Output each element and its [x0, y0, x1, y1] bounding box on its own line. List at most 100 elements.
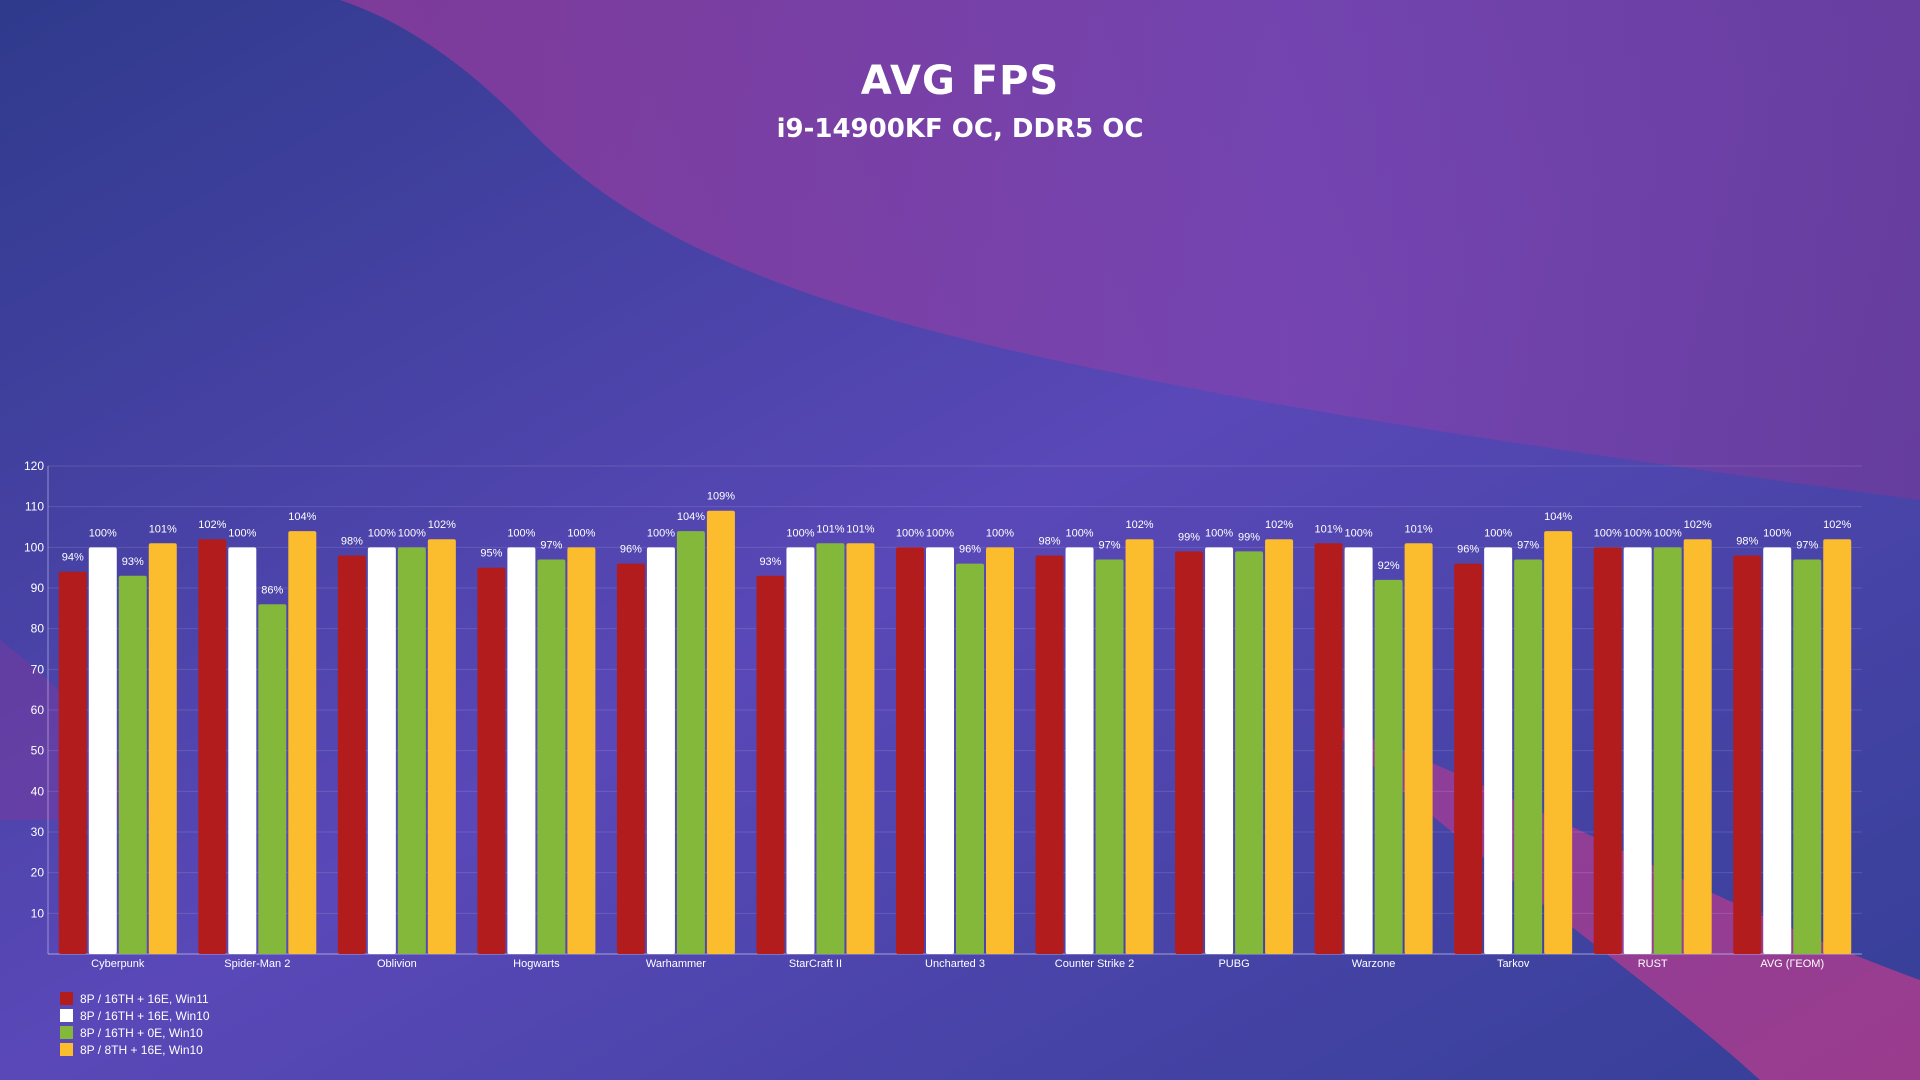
data-label: 100% — [228, 527, 256, 539]
bar — [676, 531, 705, 954]
data-label: 101% — [1315, 523, 1343, 535]
bar — [1793, 559, 1822, 954]
data-label: 98% — [1736, 535, 1758, 547]
bar — [537, 559, 566, 954]
data-label: 100% — [1763, 527, 1791, 539]
data-label: 93% — [759, 556, 781, 568]
legend-label: 8P / 8TH + 16E, Win10 — [80, 1042, 203, 1057]
data-label: 101% — [816, 523, 844, 535]
bar — [846, 543, 875, 954]
data-label: 99% — [1178, 531, 1200, 543]
y-tick-label: 120 — [24, 459, 44, 473]
bar — [1763, 547, 1792, 954]
legend: 8P / 16TH + 16E, Win11 8P / 16TH + 16E, … — [60, 990, 210, 1058]
bar — [1035, 555, 1064, 954]
legend-item: 8P / 16TH + 0E, Win10 — [60, 1024, 210, 1041]
data-label: 100% — [986, 527, 1014, 539]
data-label: 100% — [786, 527, 814, 539]
data-label: 100% — [567, 527, 595, 539]
bar — [397, 547, 426, 954]
bar — [118, 575, 147, 954]
data-label: 109% — [707, 491, 735, 503]
legend-label: 8P / 16TH + 0E, Win10 — [80, 1025, 203, 1040]
data-label: 93% — [122, 556, 144, 568]
x-tick-label: Oblivion — [377, 958, 417, 970]
data-label: 95% — [480, 548, 502, 560]
bar — [288, 531, 317, 954]
data-label: 100% — [1484, 527, 1512, 539]
bar — [986, 547, 1014, 954]
data-label: 96% — [620, 544, 642, 556]
data-label: 98% — [1039, 535, 1061, 547]
bar — [367, 547, 396, 954]
data-label: 92% — [1378, 560, 1400, 572]
data-label: 102% — [1265, 519, 1293, 531]
data-label: 100% — [1205, 527, 1233, 539]
bar — [258, 604, 287, 954]
x-tick-label: PUBG — [1218, 958, 1249, 970]
data-label: 100% — [1654, 527, 1682, 539]
data-label: 100% — [926, 527, 954, 539]
bar — [148, 543, 177, 954]
bar — [1404, 543, 1433, 954]
x-tick-label: Hogwarts — [513, 958, 560, 970]
data-label: 94% — [62, 552, 84, 564]
data-label: 101% — [1405, 523, 1433, 535]
x-tick-label: Uncharted 3 — [925, 958, 985, 970]
data-label: 100% — [1065, 527, 1093, 539]
bar — [337, 555, 366, 954]
data-label: 102% — [1125, 519, 1153, 531]
bar — [706, 510, 735, 954]
bar — [1623, 547, 1652, 954]
data-label: 104% — [677, 511, 705, 523]
bar — [926, 547, 954, 954]
bar — [786, 547, 815, 954]
data-label: 104% — [1544, 511, 1572, 523]
legend-swatch — [60, 1009, 73, 1022]
x-tick-label: Spider-Man 2 — [224, 958, 290, 970]
bar — [1265, 539, 1294, 954]
data-label: 100% — [368, 527, 396, 539]
data-label: 97% — [1099, 540, 1121, 552]
bar — [427, 539, 456, 954]
data-label: 101% — [846, 523, 874, 535]
data-label: 104% — [288, 511, 316, 523]
bar — [1095, 559, 1124, 954]
data-label: 99% — [1238, 531, 1260, 543]
bar-chart: 10 20 30 40 50 60 70 80 90 100 110 120 94% 100% 93% 101… — [24, 459, 1862, 970]
bar — [756, 575, 785, 954]
data-label: 86% — [261, 584, 283, 596]
y-tick-label: 110 — [25, 500, 44, 514]
y-tick-label: 90 — [31, 581, 45, 595]
bar — [1175, 551, 1204, 954]
y-tick-label: 80 — [31, 622, 45, 636]
x-tick-label: Warzone — [1352, 958, 1396, 970]
data-label: 100% — [1594, 527, 1622, 539]
legend-swatch — [60, 1043, 73, 1056]
data-label: 102% — [428, 519, 456, 531]
bar — [1484, 547, 1513, 954]
bar — [646, 547, 675, 954]
y-tick-label: 50 — [31, 744, 45, 758]
bar — [1374, 579, 1403, 954]
data-label: 100% — [1624, 527, 1652, 539]
data-label: 100% — [507, 527, 535, 539]
bar — [1544, 531, 1573, 954]
data-label: 96% — [959, 544, 981, 556]
data-label: 97% — [540, 540, 562, 552]
bar — [228, 547, 257, 954]
y-tick-label: 20 — [31, 866, 45, 880]
bar — [956, 563, 984, 954]
data-label: 101% — [149, 523, 177, 535]
chart-title: AVG FPS — [860, 58, 1060, 104]
bar — [1823, 539, 1852, 954]
x-tick-label: StarCraft II — [789, 958, 842, 970]
bar — [1593, 547, 1622, 954]
legend-item: 8P / 16TH + 16E, Win10 — [60, 1007, 210, 1024]
data-label: 100% — [1345, 527, 1373, 539]
y-tick-label: 70 — [31, 662, 45, 676]
x-tick-label: Cyberpunk — [91, 958, 145, 970]
x-tick-label: Tarkov — [1497, 958, 1530, 970]
data-label: 98% — [341, 535, 363, 547]
legend-item: 8P / 16TH + 16E, Win11 — [60, 990, 210, 1007]
